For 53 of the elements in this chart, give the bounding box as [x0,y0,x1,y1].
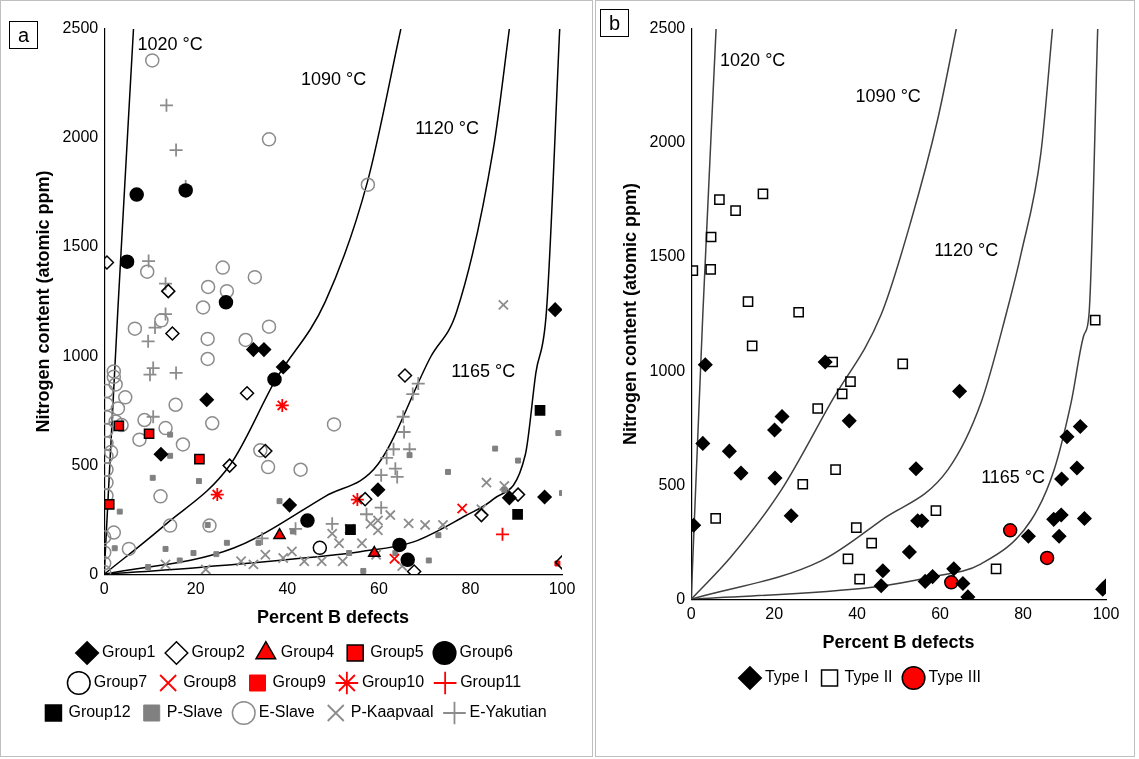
legend-label: Group2 [191,643,245,661]
legend-label: Group6 [459,643,514,661]
x-tick-label: 100 [548,580,576,598]
legend-label: Group1 [102,643,156,661]
x-tick-label: 80 [1014,605,1033,623]
x-axis-title: Percent B defects [257,607,410,628]
legend-label: E-Yakutian [469,703,547,721]
legend-label: Type I [764,668,809,686]
y-tick-label: 500 [658,475,686,493]
x-tick-label: 40 [278,580,297,598]
legend-label: E-Slave [258,703,315,721]
y-axis-title: Nitrogen content (atomic ppm) [32,170,53,433]
series-label: 1020 °C [720,50,786,71]
series-label: 1090 °C [300,68,367,89]
text: a [9,21,39,49]
y-tick-label: 1000 [649,361,686,379]
series-label: 1120 °C [415,118,480,139]
legend-label: Group7 [93,673,148,691]
legend-label: Type III [928,668,982,686]
x-tick-label: 60 [931,605,950,623]
legend-label: P-Slave [166,703,223,721]
x-tick-label: 40 [848,605,867,623]
legend-label: Group11 [460,673,522,691]
legend-label: Group5 [370,643,424,661]
x-tick-label: 20 [765,605,784,623]
series-label: 1020 °C [137,34,203,55]
series-label: 1165 °C [981,467,1046,488]
x-tick-label: 100 [1092,605,1120,623]
y-axis-title: Nitrogen content (atomic ppm) [619,183,640,446]
y-tick-label: 2000 [62,128,99,146]
text: b [600,9,630,37]
y-tick-label: 0 [89,564,99,582]
legend-label: P-Kaapvaal [350,703,434,721]
x-tick-label: 80 [461,580,480,598]
x-axis-title: Percent B defects [822,632,975,653]
legend-label: Group4 [280,643,335,661]
series-label: 1120 °C [934,239,999,260]
legend-label: Group8 [183,673,237,691]
y-tick-label: 500 [71,455,99,473]
x-tick-label: 60 [369,580,388,598]
series-label: 1165 °C [451,361,516,382]
x-tick-label: 20 [186,580,205,598]
y-tick-label: 2000 [649,133,686,151]
legend-label: Type II [844,668,893,686]
legend-label: Group12 [68,703,131,721]
legend-label: Group9 [272,673,326,691]
series-label: 1090 °C [855,85,921,106]
y-tick-label: 2500 [649,19,686,37]
legend-label: Group10 [361,673,425,691]
y-tick-label: 2500 [62,19,99,37]
y-tick-label: 1000 [62,346,99,364]
y-tick-label: 1500 [649,247,686,265]
y-tick-label: 1500 [62,237,99,255]
